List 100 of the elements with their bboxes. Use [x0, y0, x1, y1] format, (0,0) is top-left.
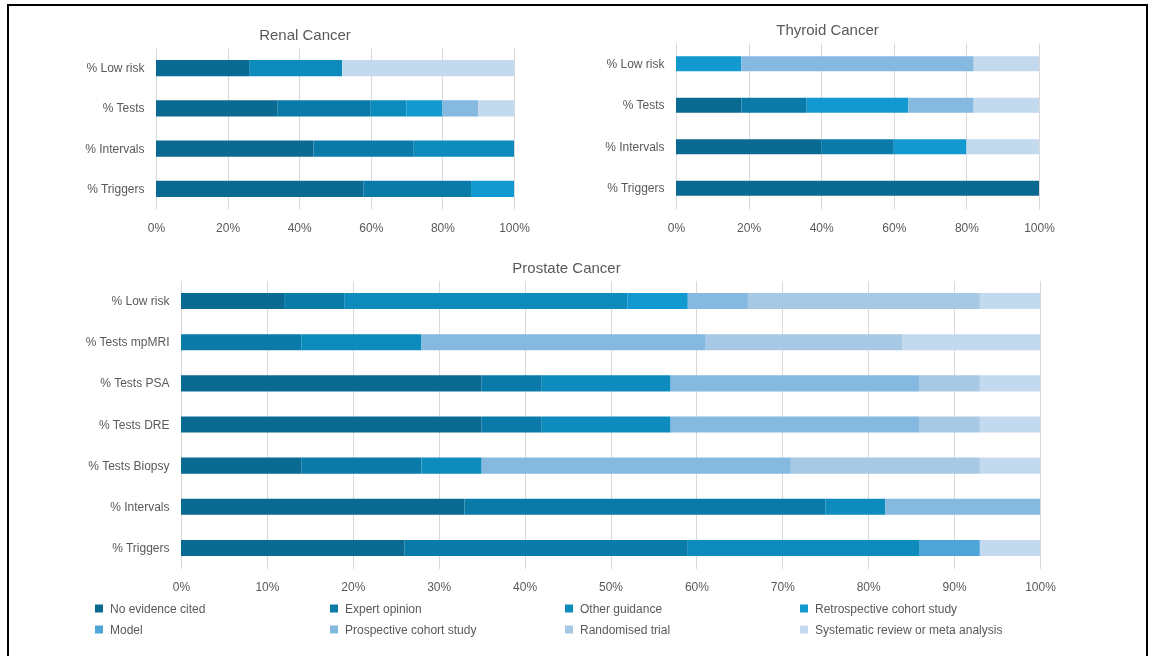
legend-label: Systematic review or meta analysis — [815, 622, 1003, 637]
bar — [156, 60, 250, 77]
bar — [481, 375, 542, 392]
bar — [421, 457, 482, 474]
bar — [313, 140, 414, 157]
bar — [676, 180, 1039, 196]
bar — [979, 293, 1040, 310]
bar — [627, 293, 688, 310]
bar — [973, 56, 1039, 72]
bar — [919, 539, 980, 556]
x-tick-label: 50% — [598, 580, 624, 594]
x-tick-label: 60% — [359, 220, 384, 235]
bar — [676, 56, 742, 72]
y-tick-label: % Tests Biopsy — [88, 458, 170, 473]
bar — [790, 457, 980, 474]
bar — [704, 334, 903, 351]
x-tick-label: 10% — [255, 580, 280, 594]
legend-label: Other guidance — [580, 601, 663, 616]
bar — [181, 457, 302, 474]
bar — [181, 539, 405, 556]
bar — [301, 457, 422, 474]
bar — [806, 97, 909, 113]
bar — [156, 140, 314, 157]
bar — [481, 416, 542, 433]
bar — [363, 180, 472, 197]
bar — [406, 100, 443, 117]
legend-label: Randomised trial — [580, 622, 671, 637]
bar — [277, 100, 371, 117]
bar — [687, 293, 748, 310]
y-tick-label: % Tests — [622, 98, 665, 113]
bar — [979, 416, 1040, 433]
x-tick-label: 60% — [684, 580, 710, 594]
y-tick-label: % Intervals — [110, 499, 170, 514]
y-tick-label: % Triggers — [87, 181, 145, 196]
bar — [825, 498, 886, 515]
bar — [249, 60, 343, 77]
chart-title: Prostate Cancer — [512, 258, 621, 276]
legend-label: Model — [110, 622, 143, 637]
y-tick-label: % Tests mpMRI — [85, 335, 170, 350]
x-tick-label: 100% — [499, 220, 531, 235]
x-tick-label: 40% — [513, 580, 538, 594]
bar — [156, 180, 364, 197]
y-tick-label: % Intervals — [605, 139, 665, 154]
x-tick-label: 40% — [809, 220, 835, 235]
y-tick-label: % Tests DRE — [99, 417, 170, 432]
bar — [481, 457, 791, 474]
y-tick-label: % Low risk — [606, 56, 666, 71]
bar — [181, 375, 482, 392]
chart-title: Thyroid Cancer — [776, 21, 879, 38]
legend-label: Retrospective cohort study — [815, 601, 958, 616]
x-tick-label: 100% — [1024, 220, 1056, 235]
bar — [979, 457, 1040, 474]
bar — [885, 498, 1040, 515]
bar — [442, 100, 479, 117]
bar — [404, 539, 688, 556]
bar — [966, 139, 1039, 155]
bar — [413, 140, 514, 157]
bar — [676, 97, 742, 113]
x-tick-label: 0% — [667, 220, 686, 235]
y-tick-label: % Intervals — [85, 141, 145, 156]
bar — [181, 293, 285, 310]
bar — [919, 416, 980, 433]
bar — [181, 334, 302, 351]
x-tick-label: 90% — [942, 580, 967, 594]
x-tick-label: 80% — [954, 220, 980, 235]
y-tick-label: % Low risk — [86, 61, 146, 76]
bar — [156, 100, 278, 117]
bar — [747, 293, 980, 310]
x-tick-label: 60% — [882, 220, 907, 235]
bar — [741, 56, 974, 72]
bar — [181, 416, 482, 433]
bar — [344, 293, 628, 310]
bar — [478, 100, 514, 117]
bar — [908, 97, 974, 113]
x-tick-label: 30% — [427, 580, 452, 594]
bar — [284, 293, 345, 310]
x-tick-label: 20% — [737, 220, 762, 235]
x-tick-label: 80% — [856, 580, 882, 594]
bar — [421, 334, 705, 351]
x-tick-label: 20% — [216, 220, 241, 235]
bar — [893, 139, 967, 155]
y-tick-label: % Triggers — [112, 540, 170, 555]
x-tick-label: 0% — [147, 220, 166, 235]
bar — [973, 97, 1039, 113]
y-tick-label: % Low risk — [111, 294, 171, 309]
bar — [181, 498, 465, 515]
bar — [471, 180, 514, 197]
chart-title: Renal Cancer — [259, 26, 351, 43]
x-tick-label: 70% — [770, 580, 796, 594]
legend-label: Prospective cohort study — [345, 622, 477, 637]
x-tick-label: 40% — [287, 220, 313, 235]
legend-label: Expert opinion — [345, 601, 422, 616]
bar — [342, 60, 514, 77]
bar — [670, 416, 920, 433]
bar — [741, 97, 807, 113]
bar — [676, 139, 822, 155]
bar — [464, 498, 826, 515]
bar — [979, 375, 1040, 392]
bar — [979, 539, 1040, 556]
bar — [902, 334, 1040, 351]
